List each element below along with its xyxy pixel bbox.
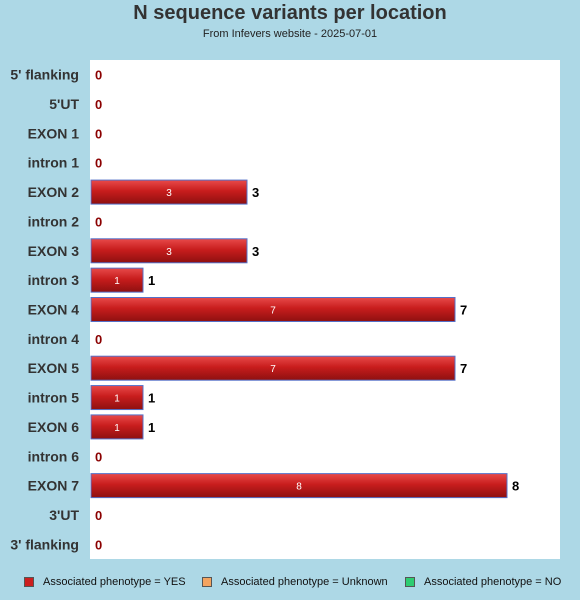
- category-label: intron 5: [28, 390, 80, 406]
- category-label: EXON 6: [28, 419, 80, 435]
- bar: [90, 297, 456, 322]
- bar: [90, 473, 508, 499]
- category-label: intron 1: [28, 155, 80, 171]
- legend-label-no: Associated phenotype = NO: [424, 576, 562, 588]
- total-label: 0: [95, 97, 102, 112]
- bar-value-label: 3: [166, 247, 172, 258]
- category-label: intron 2: [28, 213, 80, 229]
- category-label: 3' flanking: [10, 536, 79, 552]
- bar-value-label: 7: [270, 364, 276, 375]
- bar: [90, 414, 144, 440]
- legend-swatch-unknown: [202, 577, 212, 587]
- category-label: 5' flanking: [10, 67, 79, 83]
- total-label: 1: [148, 420, 155, 435]
- category-label: 3'UT: [49, 507, 79, 523]
- legend-label-yes: Associated phenotype = YES: [43, 576, 186, 588]
- category-label: EXON 7: [28, 478, 80, 494]
- chart-title: N sequence variants per location: [133, 2, 447, 24]
- chart-legend: Associated phenotype = YES Associated ph…: [24, 576, 580, 590]
- category-label: EXON 4: [28, 302, 80, 318]
- total-label: 0: [95, 156, 102, 171]
- total-label: 7: [460, 303, 467, 318]
- total-label: 0: [95, 214, 102, 229]
- total-label: 7: [460, 361, 467, 376]
- category-label: intron 4: [28, 331, 80, 347]
- bar-value-label: 1: [114, 394, 120, 405]
- legend-label-unknown: Associated phenotype = Unknown: [221, 576, 388, 588]
- category-label: EXON 3: [28, 243, 80, 259]
- bar: [90, 385, 144, 411]
- bar: [90, 355, 456, 381]
- total-label: 0: [95, 508, 102, 523]
- category-label: intron 3: [28, 272, 80, 288]
- bar-value-label: 8: [296, 482, 302, 493]
- legend-item-no: Associated phenotype = NO: [405, 576, 561, 588]
- total-label: 3: [252, 244, 259, 259]
- bar-value-label: 3: [166, 188, 172, 199]
- total-label: 1: [148, 391, 155, 406]
- legend-swatch-yes: [24, 577, 34, 587]
- bar: [90, 238, 248, 264]
- total-label: 0: [95, 68, 102, 83]
- legend-item-unknown: Associated phenotype = Unknown: [202, 576, 388, 588]
- legend-item-yes: Associated phenotype = YES: [24, 576, 186, 588]
- chart-subtitle: From Infevers website - 2025-07-01: [202, 28, 378, 40]
- total-label: 0: [95, 449, 102, 464]
- total-label: 1: [148, 273, 155, 288]
- total-label: 0: [95, 126, 102, 141]
- category-label: 5'UT: [49, 96, 79, 112]
- bar: [90, 267, 144, 293]
- category-label: intron 6: [28, 448, 80, 464]
- category-label: EXON 1: [28, 125, 80, 141]
- legend-swatch-no: [405, 577, 415, 587]
- bar-value-label: 1: [114, 423, 120, 434]
- category-label: EXON 2: [28, 184, 80, 200]
- bar-value-label: 1: [114, 276, 120, 287]
- total-label: 0: [95, 332, 102, 347]
- total-label: 3: [252, 185, 259, 200]
- bar-value-label: 7: [270, 306, 276, 317]
- bar: [90, 179, 248, 205]
- total-label: 0: [95, 537, 102, 552]
- category-label: EXON 5: [28, 360, 80, 376]
- total-label: 8: [512, 479, 519, 494]
